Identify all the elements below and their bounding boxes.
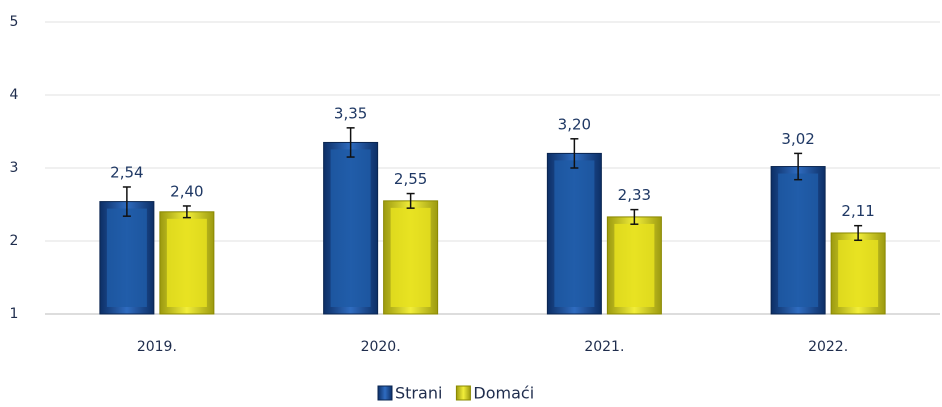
y-tick-label: 1 — [10, 306, 19, 322]
bar-bevel — [614, 223, 655, 307]
value-label: 2,55 — [394, 170, 427, 188]
bar-bevel — [106, 208, 147, 307]
error-bar — [630, 208, 639, 225]
value-label: 3,02 — [781, 130, 814, 148]
bar-bevel — [554, 160, 595, 307]
value-label: 2,54 — [110, 163, 143, 181]
bar-bevel — [330, 149, 371, 307]
error-bar — [406, 192, 415, 209]
value-label: 3,20 — [558, 115, 591, 133]
y-tick-label: 4 — [10, 87, 19, 103]
legend-label: Domaći — [473, 384, 534, 403]
error-bar — [122, 186, 131, 217]
x-tick-label: 2021. — [584, 339, 624, 355]
error-bar — [794, 152, 803, 181]
value-label: 2,33 — [618, 186, 651, 204]
error-bar — [854, 224, 863, 242]
value-label: 2,40 — [170, 182, 203, 200]
value-label: 2,11 — [841, 202, 874, 220]
bar-bevel — [778, 173, 819, 307]
bar-bevel — [166, 218, 207, 307]
x-tick-label: 2019. — [137, 339, 177, 355]
y-tick-label: 3 — [10, 160, 19, 176]
legend-swatch — [377, 385, 393, 401]
error-bar — [346, 127, 355, 158]
legend-swatch — [455, 385, 471, 401]
value-label: 3,35 — [334, 104, 367, 122]
error-bar — [182, 205, 191, 219]
y-tick-label: 2 — [10, 233, 19, 249]
y-tick-label: 5 — [10, 14, 19, 30]
legend-label: Strani — [395, 384, 442, 403]
bar-bevel — [838, 239, 879, 307]
bar-bevel — [390, 207, 431, 307]
error-bar — [570, 138, 579, 169]
x-tick-label: 2020. — [361, 339, 401, 355]
x-tick-label: 2022. — [808, 339, 848, 355]
